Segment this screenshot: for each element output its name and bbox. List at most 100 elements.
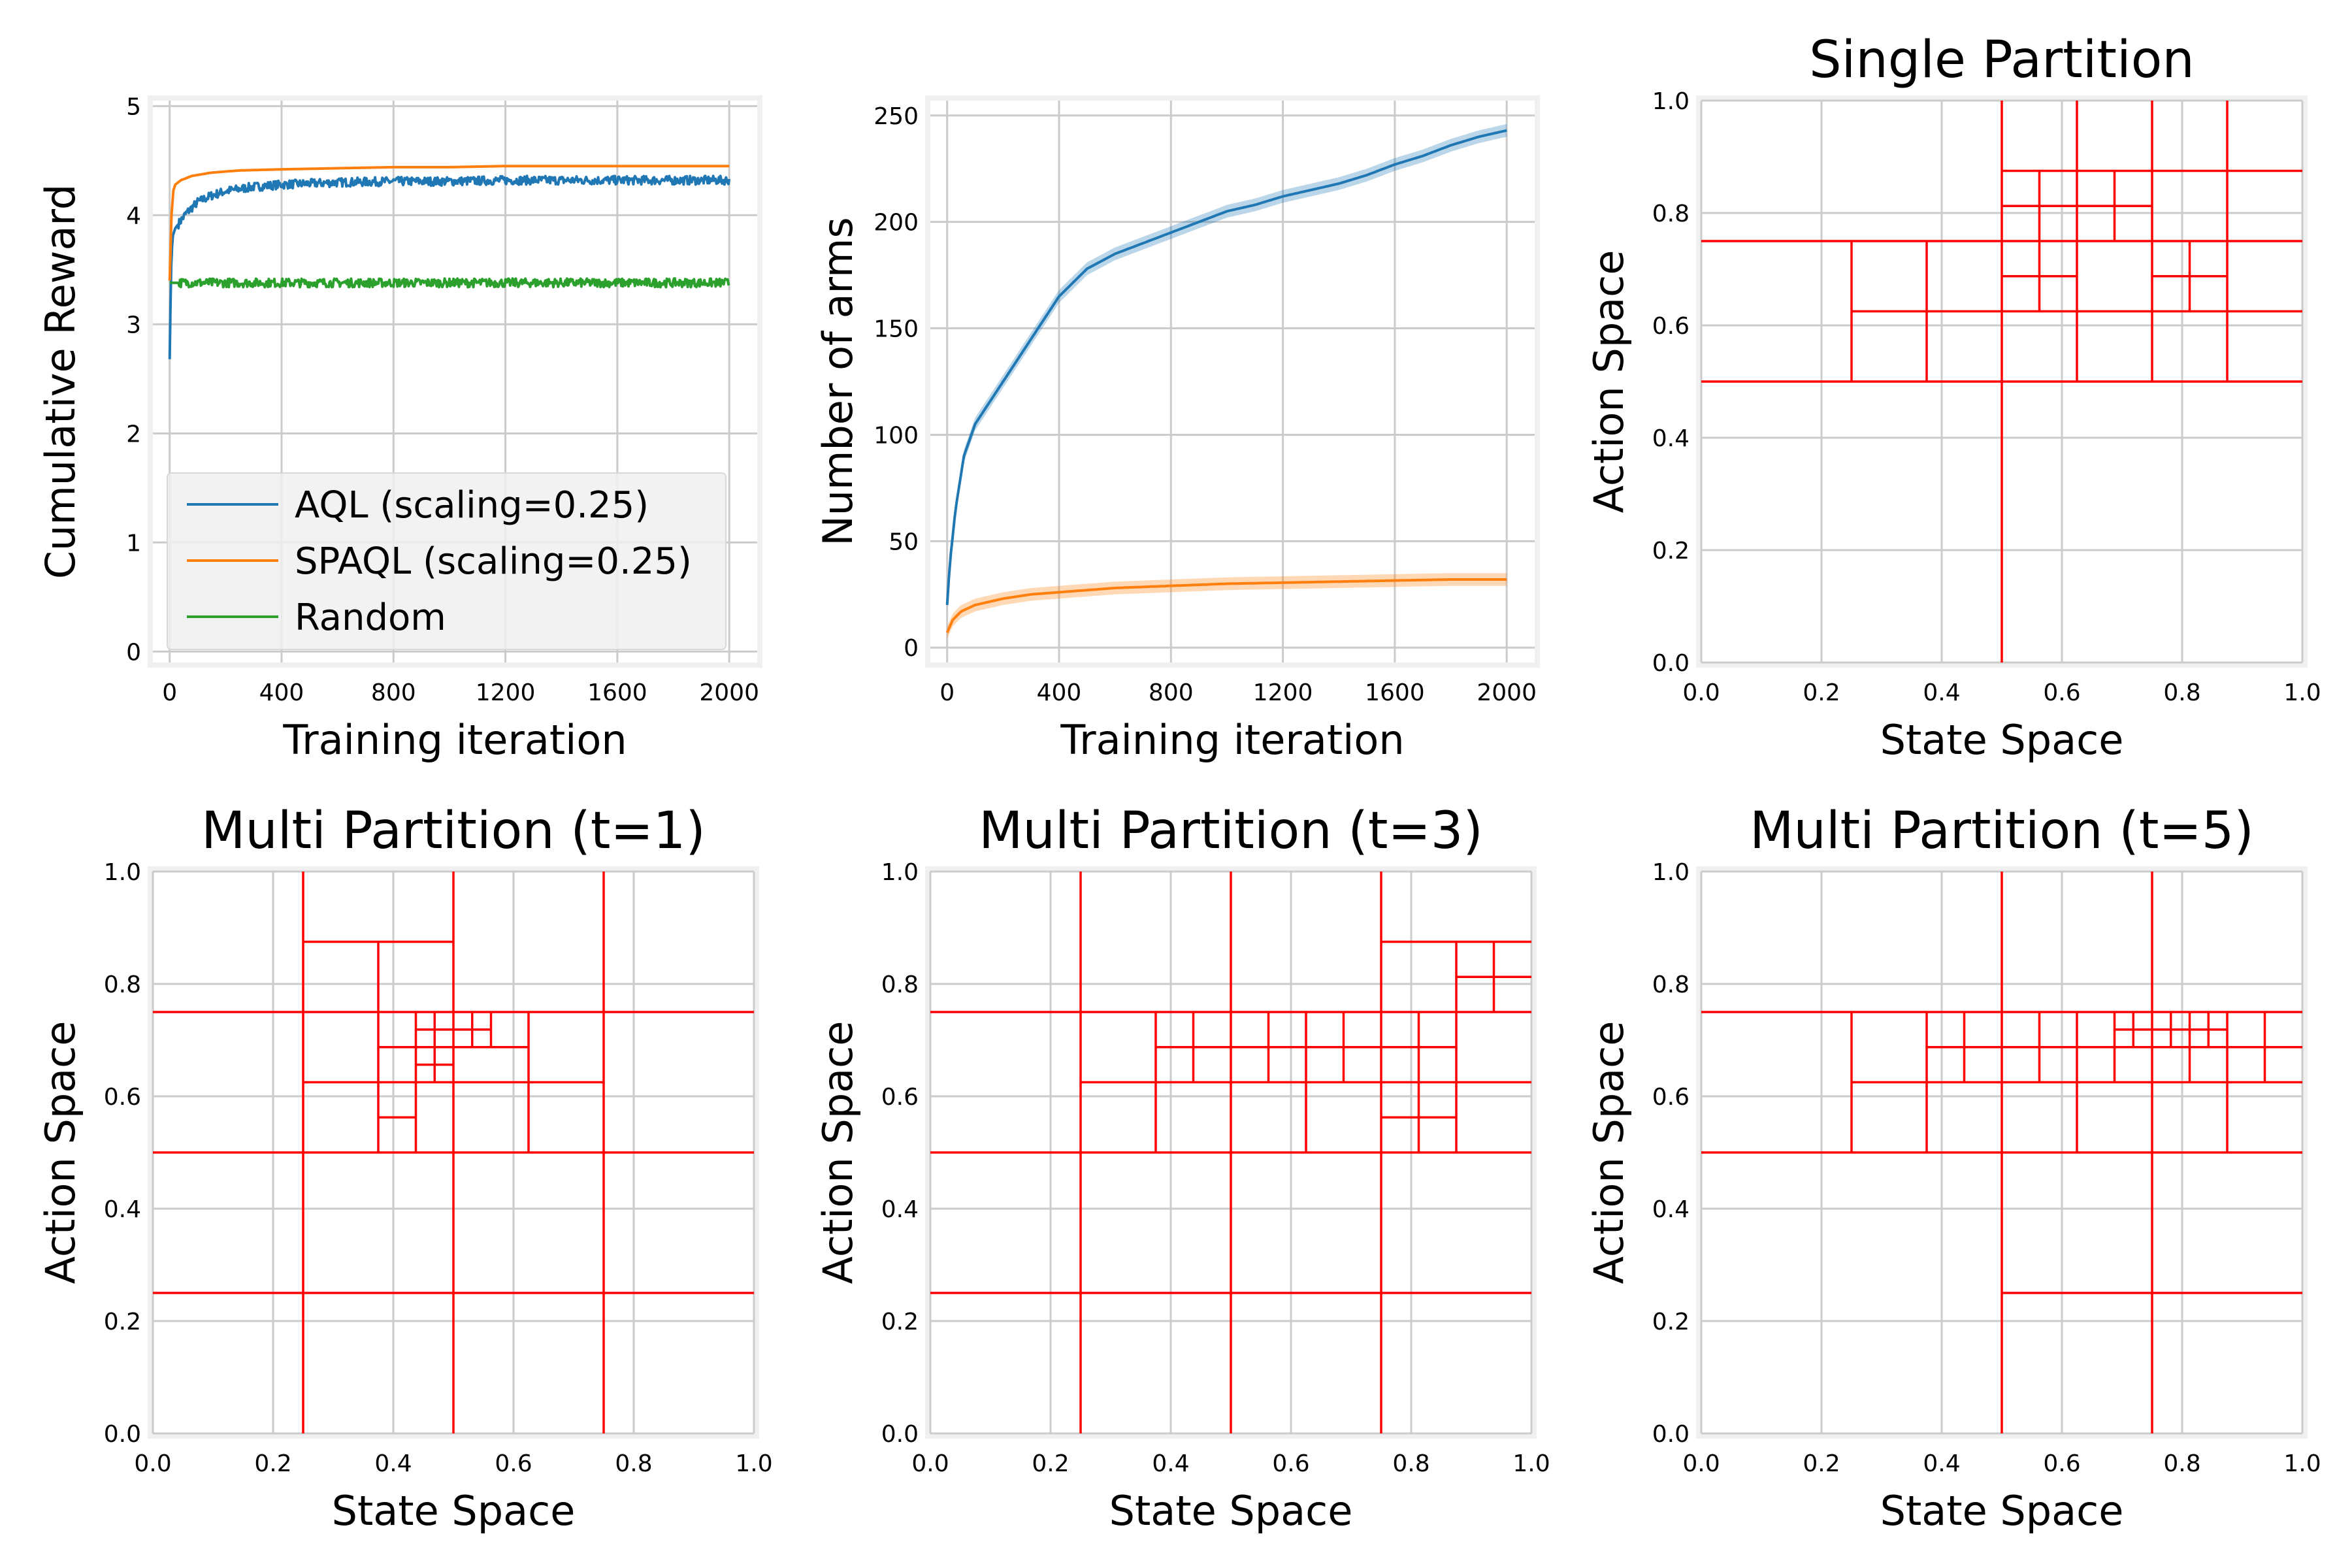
y-tick-label: 1.0 xyxy=(104,859,141,886)
legend-entry: AQL (scaling=0.25) xyxy=(295,484,649,527)
subplot-5: 0.0 0.2 0.4 0.6 0.8 1.0 0.0 0.2 0.4 0.6 0.8 1.0 Stat… xyxy=(814,802,1550,1535)
y-axis-label: Cumulative Reward xyxy=(37,184,84,579)
legend: AQL (scaling=0.25) SPAQL (scaling=0.25) Ra… xyxy=(167,472,727,650)
x-tick-label: 0.2 xyxy=(1032,1450,1069,1477)
y-tick-label: 0.0 xyxy=(881,1421,919,1448)
y-tick-label: 150 xyxy=(874,316,919,343)
y-tick-label: 0.0 xyxy=(1652,650,1690,677)
x-tick-label: 0.0 xyxy=(1682,679,1720,706)
x-tick-label: 0.6 xyxy=(495,1450,532,1477)
y-tick-label: 250 xyxy=(874,103,919,130)
series-line-2 xyxy=(168,165,730,281)
x-tick-label: 0.6 xyxy=(2043,679,2080,706)
x-tick-label: 0.0 xyxy=(134,1450,171,1477)
y-tick-label: 200 xyxy=(874,210,919,237)
x-tick-label: 1200 xyxy=(476,679,536,706)
x-axis-label: Training iteration xyxy=(1060,716,1404,764)
y-tick-label: 0.8 xyxy=(1652,201,1690,227)
y-tick-label: 0.8 xyxy=(1652,972,1690,998)
y-axis-label: Action Space xyxy=(1585,250,1633,514)
x-tick-label: 0.4 xyxy=(374,1450,412,1477)
x-tick-label: 800 xyxy=(371,679,416,706)
subplot-6: 0.0 0.2 0.4 0.6 0.8 1.0 0.0 0.2 0.4 0.6 0.8 1.0 Stat… xyxy=(1585,802,2321,1535)
x-tick-label: 0.2 xyxy=(1803,1450,1840,1477)
x-tick-label: 2000 xyxy=(699,679,759,706)
y-tick-label: 4 xyxy=(126,203,141,229)
y-tick-label: 1.0 xyxy=(881,859,919,886)
y-axis-label: Action Space xyxy=(37,1021,84,1284)
x-tick-label: 0.8 xyxy=(615,1450,652,1477)
y-tick-label: 0.4 xyxy=(881,1196,919,1223)
y-tick-label: 5 xyxy=(126,93,141,120)
x-tick-label: 1.0 xyxy=(2283,1450,2321,1477)
y-axis-label: Action Space xyxy=(1585,1021,1633,1284)
x-tick-label: 1.0 xyxy=(735,1450,772,1477)
subplot-4: 0.0 0.2 0.4 0.6 0.8 1.0 0.0 0.2 0.4 0.6 0.8 1.0 Stat… xyxy=(37,802,773,1535)
axes-background xyxy=(930,101,1535,662)
series-line-3 xyxy=(169,277,730,289)
subplot-3: 0.0 0.2 0.4 0.6 0.8 1.0 0.0 0.2 0.4 0.6 0.8 1.0 Stat… xyxy=(1585,31,2321,764)
y-tick-label: 1 xyxy=(126,530,141,557)
x-tick-label: 0.0 xyxy=(1682,1450,1720,1477)
x-tick-label: 0.8 xyxy=(1392,1450,1429,1477)
y-tick-label: 0.2 xyxy=(881,1309,919,1335)
y-tick-label: 3 xyxy=(126,312,141,338)
y-tick-label: 0.2 xyxy=(1652,1309,1690,1335)
y-tick-label: 0 xyxy=(904,635,919,662)
y-tick-label: 0.8 xyxy=(104,972,141,998)
x-tick-label: 0.0 xyxy=(911,1450,949,1477)
y-tick-label: 0.0 xyxy=(104,1421,141,1448)
series-line-2 xyxy=(945,578,1507,634)
x-axis-label: State Space xyxy=(1880,716,2124,764)
y-tick-label: 100 xyxy=(874,422,919,449)
x-tick-label: 0.6 xyxy=(2043,1450,2080,1477)
y-tick-label: 0.6 xyxy=(1652,1084,1690,1111)
y-tick-label: 0.8 xyxy=(881,972,919,998)
x-tick-label: 0.2 xyxy=(254,1450,291,1477)
x-tick-label: 800 xyxy=(1149,679,1194,706)
y-tick-label: 0.4 xyxy=(1652,1196,1690,1223)
y-tick-label: 1.0 xyxy=(1652,88,1690,115)
x-tick-label: 1200 xyxy=(1253,679,1313,706)
chart-title: Multi Partition (t=5) xyxy=(1750,802,2254,860)
x-tick-label: 0.4 xyxy=(1923,679,1960,706)
x-tick-label: 0 xyxy=(162,679,177,706)
y-tick-label: 0.6 xyxy=(881,1084,919,1111)
x-axis-label: State Space xyxy=(1880,1487,2124,1535)
y-tick-label: 0.4 xyxy=(104,1196,141,1223)
legend-box xyxy=(167,472,727,650)
y-tick-label: 0.2 xyxy=(1652,538,1690,564)
x-tick-label: 0.6 xyxy=(1272,1450,1309,1477)
y-tick-label: 0.6 xyxy=(1652,313,1690,340)
x-tick-label: 400 xyxy=(259,679,304,706)
y-axis-label: Action Space xyxy=(814,1021,862,1284)
x-tick-label: 0 xyxy=(939,679,955,706)
y-tick-label: 0.0 xyxy=(1652,1421,1690,1448)
y-tick-label: 0.6 xyxy=(104,1084,141,1111)
legend-entry: Random xyxy=(295,596,446,639)
chart-title: Multi Partition (t=1) xyxy=(201,802,706,860)
x-axis-label: State Space xyxy=(332,1487,576,1535)
x-tick-label: 0.4 xyxy=(1152,1450,1189,1477)
x-tick-label: 1.0 xyxy=(2283,679,2321,706)
chart-title: Multi Partition (t=3) xyxy=(979,802,1483,860)
y-tick-label: 0.4 xyxy=(1652,425,1690,452)
series-line-1 xyxy=(945,129,1507,606)
x-axis-label: State Space xyxy=(1109,1487,1353,1535)
y-tick-label: 0 xyxy=(126,639,141,666)
x-axis-label: Training iteration xyxy=(282,716,627,764)
y-axis-label: Number of arms xyxy=(814,217,862,546)
y-tick-label: 1.0 xyxy=(1652,859,1690,886)
x-tick-label: 1.0 xyxy=(1512,1450,1550,1477)
chart-title: Single Partition xyxy=(1809,31,2195,90)
y-tick-label: 2 xyxy=(126,421,141,448)
x-tick-label: 1600 xyxy=(1365,679,1425,706)
x-tick-label: 0.8 xyxy=(2163,679,2200,706)
x-tick-label: 400 xyxy=(1037,679,1082,706)
x-tick-label: 0.4 xyxy=(1923,1450,1960,1477)
x-tick-label: 0.8 xyxy=(2163,1450,2200,1477)
y-tick-label: 0.2 xyxy=(104,1309,141,1335)
series-line-1 xyxy=(168,174,731,359)
legend-entry: SPAQL (scaling=0.25) xyxy=(295,540,692,583)
